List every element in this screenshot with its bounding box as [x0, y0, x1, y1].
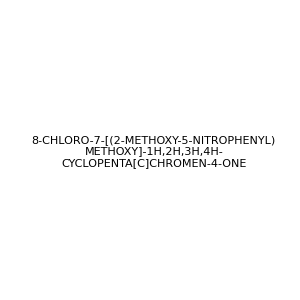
Text: 8-CHLORO-7-[(2-METHOXY-5-NITROPHENYL)
METHOXY]-1H,2H,3H,4H-
CYCLOPENTA[C]CHROMEN: 8-CHLORO-7-[(2-METHOXY-5-NITROPHENYL) ME… [32, 135, 276, 168]
